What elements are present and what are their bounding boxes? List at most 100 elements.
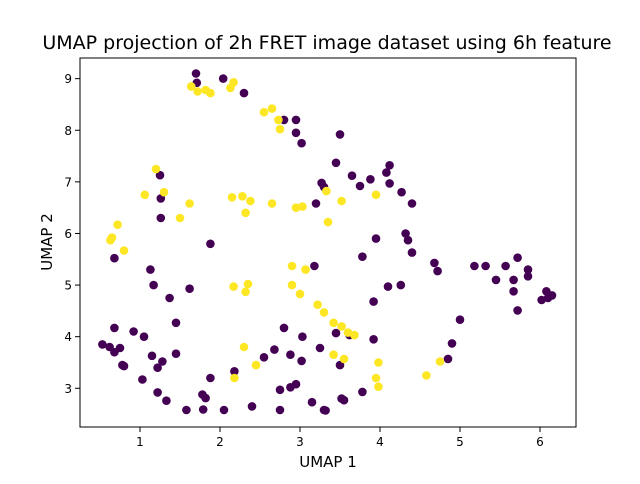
data-point-s1-48	[374, 358, 383, 367]
data-point-s1-24	[291, 203, 301, 212]
data-point-s0-69	[153, 388, 162, 397]
data-point-s0-100	[358, 387, 367, 397]
data-point-s0-48	[523, 265, 533, 274]
data-point-s0-37	[383, 282, 393, 291]
data-point-s0-55	[455, 315, 465, 325]
data-point-s0-35	[185, 284, 194, 294]
data-point-s1-0	[186, 82, 196, 91]
data-point-s0-83	[275, 405, 285, 415]
data-point-s0-27	[401, 229, 410, 238]
y-tick-label-4: 7	[64, 175, 72, 189]
data-point-s0-24	[110, 253, 119, 263]
data-point-s0-85	[279, 323, 289, 333]
data-point-s0-72	[171, 318, 181, 328]
data-point-s1-3	[206, 88, 215, 98]
data-point-s1-22	[246, 196, 255, 206]
data-point-s0-20	[311, 199, 321, 208]
data-point-s0-39	[430, 258, 439, 268]
data-point-s0-64	[139, 332, 149, 342]
data-point-s0-9	[331, 158, 341, 168]
x-tick-label-4: 5	[456, 435, 464, 449]
data-point-s0-32	[146, 265, 155, 274]
x-tick-label-5: 6	[536, 435, 544, 449]
data-point-s1-26	[322, 186, 331, 196]
data-point-s0-73	[182, 405, 191, 415]
data-point-s0-23	[156, 213, 166, 223]
data-point-s0-7	[297, 138, 306, 148]
data-point-s1-10	[151, 164, 161, 174]
data-point-s0-3	[239, 88, 249, 98]
data-point-s1-1	[193, 87, 202, 96]
x-tick-label-1: 2	[216, 435, 224, 449]
data-point-s1-35	[287, 280, 297, 290]
data-point-s1-52	[435, 357, 445, 366]
data-point-s0-40	[433, 266, 442, 276]
data-point-s0-65	[138, 375, 147, 384]
data-point-s1-43	[329, 350, 338, 360]
data-point-s0-66	[147, 351, 157, 361]
data-point-s0-81	[259, 353, 269, 362]
data-point-s1-11	[159, 187, 169, 197]
y-tick-label-5: 8	[64, 124, 72, 138]
data-point-s1-36	[295, 289, 305, 299]
data-point-s1-9	[275, 124, 285, 134]
data-point-s0-12	[382, 168, 391, 177]
data-point-s1-25	[298, 202, 307, 211]
data-point-s0-84	[275, 385, 285, 395]
data-point-s1-45	[239, 342, 249, 352]
data-point-s0-79	[230, 367, 239, 376]
data-point-s0-95	[331, 328, 341, 338]
data-point-s0-45	[509, 275, 518, 285]
data-point-s1-17	[106, 235, 115, 245]
data-point-s1-21	[241, 208, 250, 218]
data-point-s0-89	[297, 356, 306, 366]
data-point-s0-36	[369, 297, 378, 306]
data-point-s1-30	[229, 282, 238, 291]
y-axis-label: UMAP 2	[38, 213, 56, 271]
data-point-s0-56	[98, 340, 107, 349]
data-point-s1-28	[337, 196, 346, 206]
data-point-s1-32	[241, 287, 250, 297]
data-point-s0-21	[155, 170, 165, 180]
y-tick-label-6: 9	[64, 72, 72, 86]
data-point-s0-30	[358, 252, 367, 261]
data-point-s0-91	[307, 397, 317, 407]
data-point-s1-12	[140, 190, 150, 200]
data-point-s1-51	[422, 371, 431, 380]
data-point-s0-26	[371, 234, 381, 243]
data-point-s0-41	[470, 261, 479, 271]
data-point-s0-103	[447, 339, 457, 348]
data-point-s0-94	[321, 406, 330, 415]
data-point-s0-90	[298, 332, 307, 342]
data-point-s0-76	[201, 393, 210, 403]
y-tick-label-1: 4	[64, 330, 72, 344]
data-point-s1-42	[350, 330, 359, 340]
data-point-s0-101	[369, 335, 378, 344]
data-point-s0-2	[218, 74, 228, 83]
x-axis: 1 2 3 4 5 6	[136, 427, 544, 449]
data-point-s1-7	[267, 104, 277, 113]
x-axis-label: UMAP 1	[299, 453, 357, 471]
data-point-s1-14	[175, 213, 185, 223]
data-point-s0-8	[335, 130, 345, 139]
data-point-s0-31	[310, 261, 319, 271]
x-tick-label-2: 3	[296, 435, 304, 449]
data-point-s1-49	[371, 373, 381, 383]
data-point-s1-31	[243, 279, 253, 289]
data-point-s0-67	[153, 363, 162, 373]
y-tick-label-0: 3	[64, 382, 72, 396]
data-point-s1-34	[301, 265, 310, 274]
data-point-s0-50	[513, 306, 522, 315]
y-axis: 3 4 5 6 7 8 9	[64, 72, 80, 396]
x-tick-label-0: 1	[136, 435, 144, 449]
data-point-s1-44	[339, 354, 349, 364]
data-point-s0-63	[129, 327, 138, 336]
data-point-s0-10	[347, 171, 357, 180]
y-tick-label-2: 5	[64, 279, 72, 293]
data-point-s0-47	[513, 253, 522, 262]
data-point-s1-50	[374, 382, 383, 392]
data-point-s1-39	[329, 318, 338, 328]
data-point-s0-43	[491, 275, 501, 285]
